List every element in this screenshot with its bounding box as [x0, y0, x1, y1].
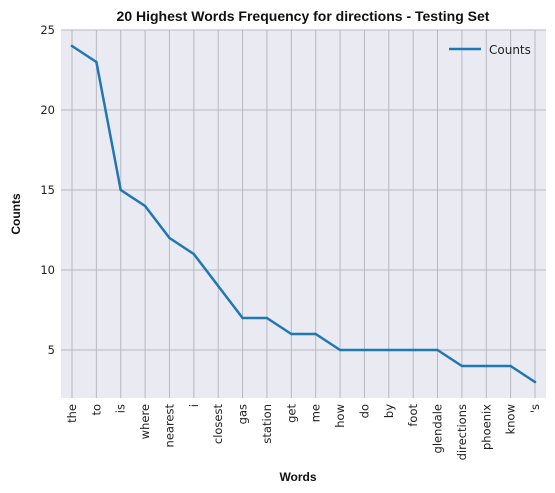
x-tick-label: know [504, 404, 518, 434]
x-axis-label: Words [279, 470, 316, 484]
x-tick-label: nearest [162, 404, 176, 448]
x-tick-label: gas [236, 404, 250, 424]
data-point [143, 204, 147, 208]
x-tick-label: how [333, 404, 347, 428]
x-tick-label: i [187, 404, 201, 407]
y-axis-label: Counts [9, 193, 23, 235]
data-point [411, 348, 415, 352]
data-point [265, 316, 269, 320]
data-point [460, 364, 464, 368]
data-point [192, 252, 196, 256]
x-tick-label: glendale [431, 404, 445, 453]
x-tick-label: 's [528, 404, 542, 413]
y-tick-label: 10 [40, 263, 55, 277]
data-point [290, 332, 293, 336]
y-tick-labels: 5 10 15 20 25 [40, 23, 55, 357]
data-point [533, 380, 537, 384]
data-point [363, 348, 366, 352]
data-point [509, 364, 512, 368]
x-tick-label: directions [455, 404, 469, 460]
y-tick-label: 20 [40, 103, 55, 117]
data-point [387, 348, 390, 352]
data-point [70, 44, 74, 48]
x-tick-label: where [138, 404, 152, 439]
chart-title: 20 Highest Words Frequency for direction… [117, 8, 490, 24]
data-point [314, 332, 317, 336]
x-tick-label: me [309, 404, 323, 422]
data-point [119, 188, 122, 192]
legend: Counts [449, 43, 531, 57]
x-tick-label: get [284, 404, 298, 423]
x-tick-label: station [260, 404, 274, 444]
y-tick-label: 15 [40, 183, 55, 197]
data-point [217, 284, 220, 288]
series-layer [70, 44, 537, 384]
legend-label-counts: Counts [489, 43, 531, 57]
x-tick-labels: the to is where nearest i closest gas station get… [65, 404, 542, 461]
grid-lines [61, 29, 546, 398]
plot-area [61, 30, 546, 398]
x-tick-label: do [357, 404, 371, 418]
x-tick-label: by [382, 404, 396, 418]
data-point [95, 60, 98, 64]
data-point [436, 348, 439, 352]
x-tick-label: the [65, 404, 79, 423]
data-point [485, 364, 488, 368]
x-tick-label: to [89, 404, 103, 416]
y-tick-label: 5 [48, 343, 55, 357]
series-line-counts [70, 44, 537, 384]
data-point [338, 348, 342, 352]
y-tick-label: 25 [40, 23, 55, 37]
data-point [241, 316, 244, 320]
data-point [168, 236, 171, 240]
x-tick-label: is [114, 404, 128, 413]
x-tick-label: foot [406, 404, 420, 427]
x-tick-label: closest [211, 404, 225, 445]
x-tick-label: phoenix [479, 404, 493, 450]
